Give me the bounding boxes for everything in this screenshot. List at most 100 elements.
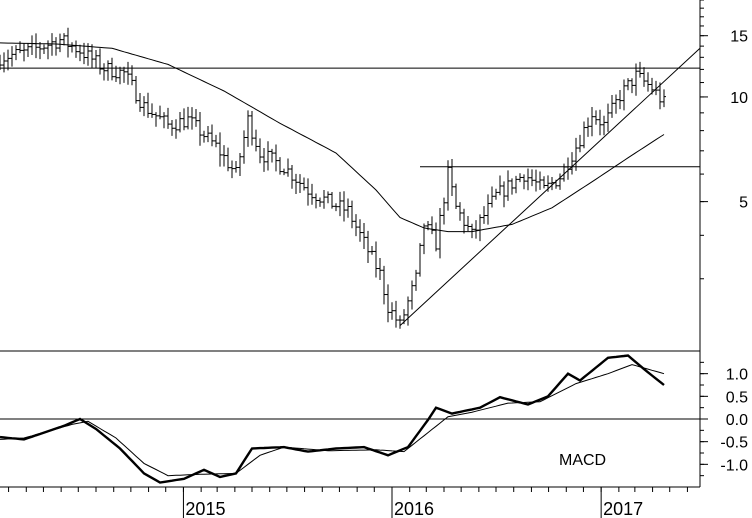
price-bar: [166, 107, 170, 129]
price-bar: [74, 40, 78, 58]
price-bar: [406, 296, 410, 326]
price-bar: [242, 130, 246, 164]
price-bar: [626, 78, 630, 91]
price-panel: [0, 27, 701, 329]
price-bar: [498, 175, 502, 196]
price-bar: [350, 200, 354, 229]
price-bar: [578, 134, 582, 153]
price-bar: [150, 103, 154, 118]
macd-tick-label: 0.5: [726, 389, 748, 406]
price-bar: [282, 168, 286, 176]
price-bar: [170, 119, 174, 136]
price-bar: [514, 175, 518, 194]
price-bar: [258, 138, 262, 164]
price-bar: [466, 216, 470, 231]
price-bar: [606, 103, 610, 132]
price-bar: [190, 107, 194, 130]
price-bar: [22, 43, 26, 62]
price-bar: [658, 82, 662, 110]
price-bar: [594, 110, 598, 125]
price-tick-label: 5: [739, 195, 748, 212]
price-bar: [146, 92, 150, 118]
price-bar: [234, 161, 238, 173]
price-bar: [294, 173, 298, 194]
price-bar: [50, 33, 54, 56]
price-bar: [602, 115, 606, 136]
price-bar: [322, 189, 326, 209]
price-bar: [618, 90, 622, 110]
price-bar: [94, 50, 98, 69]
price-bar: [298, 174, 302, 193]
price-bar: [306, 178, 310, 206]
price-bar: [590, 106, 594, 137]
price-bar: [454, 183, 458, 210]
price-bar: [326, 191, 330, 204]
price-bar: [446, 160, 450, 211]
price-bar: [410, 280, 414, 310]
price-bar: [354, 214, 358, 237]
price-bar: [266, 141, 270, 171]
price-bar: [390, 302, 394, 320]
price-bar: [210, 124, 214, 147]
price-bar: [338, 191, 342, 217]
price-bar: [182, 108, 186, 131]
price-bar: [314, 193, 318, 209]
price-bar: [346, 198, 350, 218]
price-bar: [38, 42, 42, 60]
price-bar: [218, 132, 222, 167]
macd-tick-label: 1.0: [726, 367, 748, 384]
price-bar: [542, 176, 546, 189]
price-bar: [202, 130, 206, 143]
price-bar: [530, 169, 534, 187]
price-bar: [534, 169, 538, 192]
price-bar: [178, 112, 182, 133]
price-bar: [14, 45, 18, 61]
price-bar: [522, 174, 526, 190]
price-bar: [42, 44, 46, 54]
x-tick-label: 2017: [603, 499, 643, 518]
price-bar: [310, 183, 314, 205]
price-bar: [662, 89, 666, 108]
price-bar: [422, 223, 426, 255]
price-bar: [54, 37, 58, 56]
price-bar: [158, 105, 162, 120]
price-bar: [646, 72, 650, 92]
price-bar: [418, 243, 422, 277]
price-bar: [238, 153, 242, 177]
price-bar: [222, 145, 226, 167]
macd-tick-label: -0.5: [720, 435, 748, 452]
price-bar: [46, 40, 50, 60]
price-bar: [286, 158, 290, 177]
price-bar: [382, 265, 386, 305]
price-bar: [230, 160, 234, 179]
price-bar: [106, 60, 110, 81]
price-tick-label: 10: [730, 90, 748, 107]
price-bar: [70, 42, 74, 53]
price-bar: [110, 57, 114, 81]
price-bar: [78, 44, 82, 62]
price-bar: [430, 216, 434, 235]
price-bar: [270, 148, 274, 163]
price-bar: [174, 119, 178, 139]
price-bar: [550, 176, 554, 191]
price-bar: [586, 117, 590, 137]
price-bar: [206, 125, 210, 143]
macd-panel: [0, 350, 700, 484]
price-bar: [246, 110, 250, 147]
x-tick-label: 2015: [185, 499, 225, 518]
price-bar: [274, 144, 278, 172]
price-bar: [330, 192, 334, 209]
macd-tick-label: -1.0: [720, 457, 748, 474]
price-bar: [254, 129, 258, 152]
price-bar: [434, 222, 438, 252]
price-bar: [66, 27, 70, 58]
price-bar: [262, 148, 266, 172]
price-bar: [142, 96, 146, 117]
price-bar: [506, 170, 510, 201]
price-bar: [582, 121, 586, 149]
price-bar: [558, 173, 562, 190]
price-bar: [486, 194, 490, 225]
price-bar: [290, 164, 294, 189]
price-bar: [394, 300, 398, 328]
